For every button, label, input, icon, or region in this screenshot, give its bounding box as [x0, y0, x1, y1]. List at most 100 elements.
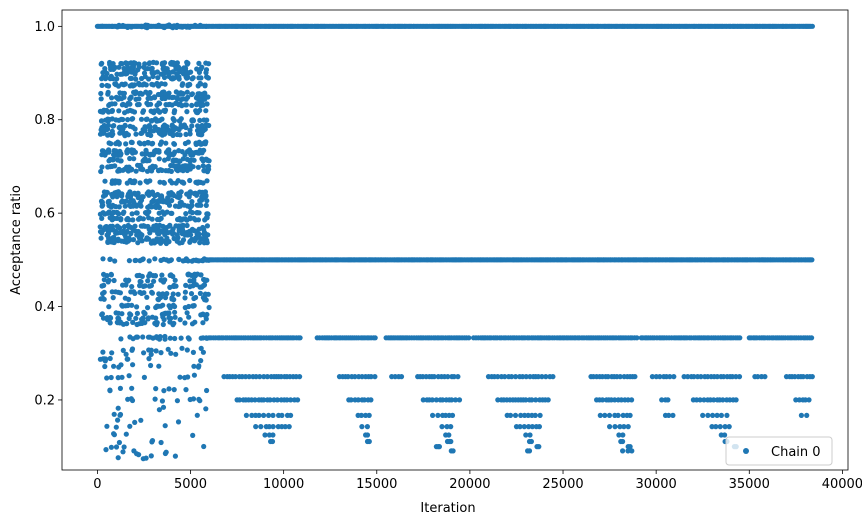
- data-point: [179, 239, 185, 246]
- data-point: [129, 211, 135, 217]
- data-point: [802, 397, 809, 403]
- data-point: [270, 432, 276, 438]
- data-point: [449, 412, 456, 418]
- data-point: [140, 108, 147, 114]
- data-point: [246, 374, 252, 380]
- data-point: [128, 289, 134, 295]
- data-point: [117, 385, 123, 391]
- data-point: [109, 75, 115, 81]
- data-point: [196, 131, 202, 137]
- data-point: [171, 387, 177, 393]
- data-point: [172, 277, 178, 283]
- data-point: [120, 347, 126, 353]
- data-point: [523, 432, 529, 438]
- data-point: [188, 291, 195, 297]
- data-point: [130, 237, 137, 243]
- data-point: [132, 257, 138, 264]
- data-point: [128, 167, 134, 173]
- data-point: [106, 304, 112, 310]
- data-point: [123, 130, 129, 136]
- data-point: [98, 168, 104, 175]
- data-point: [141, 290, 147, 296]
- data-point: [714, 412, 720, 418]
- data-point: [171, 151, 177, 157]
- data-point: [106, 209, 112, 215]
- data-point: [162, 95, 168, 102]
- data-point: [158, 439, 164, 446]
- data-point: [190, 303, 196, 309]
- data-point: [116, 64, 122, 70]
- data-point: [203, 202, 209, 208]
- data-point: [137, 141, 143, 147]
- data-point: [116, 310, 122, 316]
- data-point: [172, 309, 178, 315]
- data-point: [161, 108, 167, 114]
- data-point: [177, 118, 183, 124]
- data-point: [629, 397, 635, 403]
- data-point: [649, 374, 656, 380]
- data-point: [133, 315, 139, 321]
- data-point: [194, 412, 200, 418]
- data-point: [258, 424, 264, 430]
- data-point: [115, 168, 121, 174]
- data-point: [529, 424, 536, 430]
- data-point: [170, 116, 176, 122]
- data-point: [196, 396, 202, 402]
- data-point: [183, 102, 189, 108]
- data-point: [352, 374, 358, 380]
- data-point: [105, 239, 111, 245]
- data-point: [139, 130, 145, 136]
- data-point: [110, 123, 116, 129]
- data-point: [196, 140, 202, 146]
- data-point: [117, 90, 123, 96]
- data-point: [798, 412, 805, 418]
- data-point: [190, 349, 196, 355]
- data-point: [115, 455, 121, 461]
- data-point: [495, 397, 501, 403]
- data-point: [123, 71, 129, 77]
- data-point: [135, 240, 141, 246]
- data-point: [159, 197, 165, 203]
- data-point: [606, 412, 613, 418]
- data-point: [170, 230, 177, 236]
- data-point: [148, 351, 154, 357]
- data-point: [139, 151, 145, 157]
- data-point: [187, 284, 193, 290]
- data-point: [116, 439, 122, 446]
- data-point: [202, 297, 208, 303]
- x-tick-label: 15000: [356, 477, 397, 492]
- data-point: [119, 303, 126, 309]
- data-point: [284, 397, 290, 403]
- data-point: [132, 290, 138, 296]
- data-point: [107, 215, 113, 221]
- data-point: [156, 336, 163, 342]
- data-point: [112, 192, 118, 198]
- y-tick-label: 0.2: [34, 393, 55, 408]
- y-tick-label: 1.0: [34, 20, 55, 35]
- data-point: [532, 412, 538, 418]
- data-point: [176, 127, 182, 133]
- data-point: [157, 193, 163, 199]
- data-point: [204, 198, 210, 204]
- data-point: [117, 130, 123, 136]
- data-point: [116, 95, 122, 101]
- data-point: [450, 448, 456, 454]
- data-point: [443, 412, 449, 418]
- data-point: [158, 294, 164, 301]
- data-point: [170, 302, 176, 308]
- data-point: [627, 412, 633, 418]
- data-point: [206, 304, 212, 311]
- x-axis-ticks: 0 5000 10000 15000 20000 25000 30000 35000 40000: [93, 470, 862, 492]
- data-point: [130, 150, 136, 156]
- data-point: [154, 303, 160, 309]
- data-point: [107, 355, 113, 362]
- data-point: [137, 258, 143, 264]
- data-point: [153, 386, 159, 392]
- data-point: [182, 289, 188, 295]
- data-point: [155, 168, 162, 174]
- data-point: [163, 240, 169, 247]
- data-point: [111, 277, 117, 284]
- data-point: [187, 209, 194, 215]
- data-point: [184, 217, 190, 223]
- data-point: [366, 412, 372, 418]
